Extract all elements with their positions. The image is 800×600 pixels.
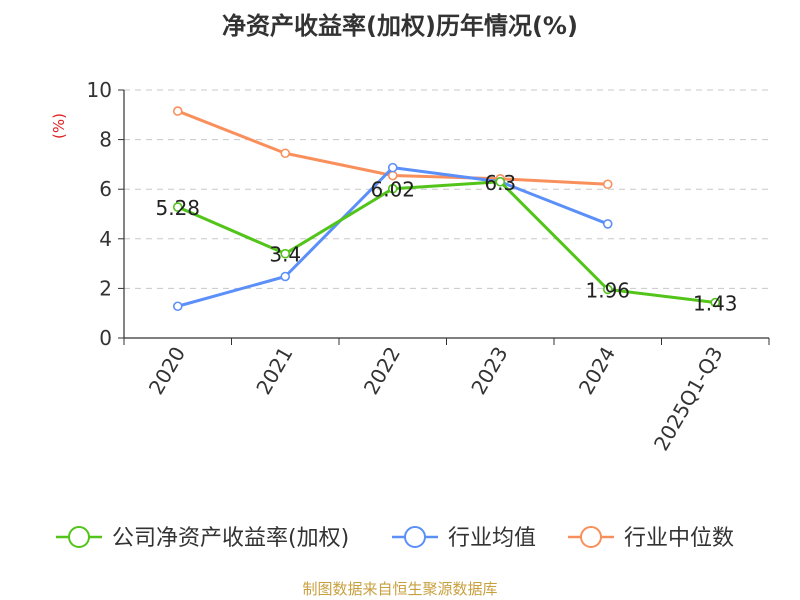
y-axis-label: (%) bbox=[50, 113, 68, 139]
data-label: 6.3 bbox=[484, 171, 516, 195]
y-tick-label: 6 bbox=[99, 177, 112, 201]
legend-label[interactable]: 公司净资产收益率(加权) bbox=[112, 526, 349, 551]
data-point[interactable] bbox=[280, 271, 291, 282]
data-point[interactable] bbox=[172, 106, 183, 116]
data-point[interactable] bbox=[602, 284, 613, 295]
legend: 公司净资产收益率(加权) 行业均值 行业中位数 bbox=[56, 526, 734, 551]
x-tick-label: 2025Q1-Q3 bbox=[649, 343, 728, 455]
data-point[interactable] bbox=[710, 297, 721, 308]
data-label: 3.4 bbox=[269, 243, 301, 267]
y-tick-label: 2 bbox=[99, 276, 112, 300]
data-labels: 5.28 3.4 6.02 6.3 1.96 1.43 bbox=[155, 171, 737, 316]
data-point[interactable] bbox=[172, 301, 183, 312]
data-point[interactable] bbox=[172, 202, 183, 212]
data-label: 1.43 bbox=[693, 292, 738, 316]
data-point[interactable] bbox=[387, 183, 398, 194]
axes: 0 2 4 6 8 10 2020 2021 2022 2023 2024 2025Q1-Q3 bbox=[87, 78, 770, 455]
series-line bbox=[177, 180, 716, 305]
x-tick-label: 2020 bbox=[144, 343, 190, 399]
y-tick-label: 4 bbox=[99, 227, 112, 251]
data-point[interactable] bbox=[280, 248, 291, 259]
grid-lines bbox=[124, 89, 769, 289]
x-tick-label: 2021 bbox=[251, 343, 297, 399]
data-point[interactable] bbox=[602, 219, 613, 229]
x-tick-label: 2022 bbox=[359, 343, 405, 399]
data-point[interactable] bbox=[602, 179, 613, 190]
data-point[interactable] bbox=[280, 148, 291, 159]
data-point[interactable] bbox=[495, 176, 506, 187]
legend-label[interactable]: 行业均值 bbox=[448, 526, 536, 551]
y-tick-label: 0 bbox=[99, 326, 112, 350]
legend-marker-icon bbox=[580, 526, 602, 548]
y-tick-label: 10 bbox=[87, 78, 112, 102]
y-tick-label: 8 bbox=[99, 128, 112, 152]
data-label: 5.28 bbox=[155, 196, 200, 220]
legend-label[interactable]: 行业中位数 bbox=[624, 526, 734, 551]
legend-marker-icon bbox=[68, 526, 90, 548]
data-point[interactable] bbox=[387, 162, 398, 173]
chart-title: 净资产收益率(加权)历年情况(%) bbox=[222, 12, 578, 40]
x-tick-label: 2024 bbox=[574, 343, 620, 399]
x-tick-label: 2023 bbox=[466, 343, 512, 399]
series-layer bbox=[172, 106, 721, 312]
data-label: 6.02 bbox=[370, 178, 415, 202]
legend-marker-icon bbox=[404, 526, 426, 548]
footer-source: 制图数据来自恒生聚源数据库 bbox=[302, 580, 498, 598]
data-label: 1.96 bbox=[585, 278, 630, 302]
